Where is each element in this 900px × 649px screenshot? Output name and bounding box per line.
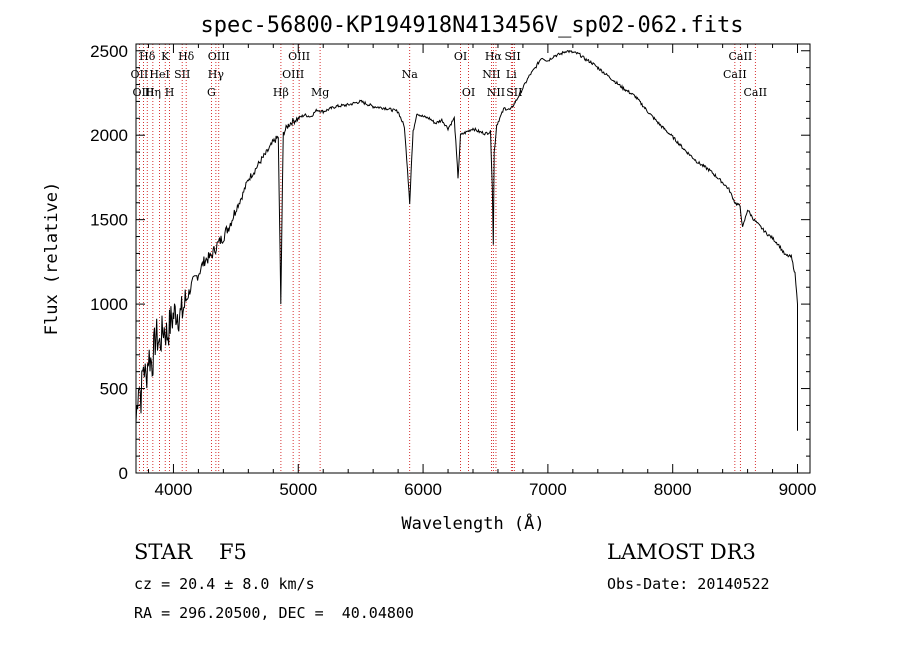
y-tick-label: 500 [100,380,128,399]
spectrum-line [135,49,798,431]
redshift-text: cz = 20.4 ± 8.0 km/s [134,575,315,593]
axes-frame [135,43,811,474]
line-label: Hδ [178,50,195,63]
x-tick-label: 7000 [529,480,567,499]
y-tick-label: 2500 [90,42,128,61]
y-tick-label: 1500 [90,211,128,230]
line-label: Hβ [273,86,289,99]
object-class-text: STAR [134,540,193,564]
obs-date-text: Obs-Date: 20140522 [607,575,770,593]
line-label: Li [506,68,517,81]
line-label: OI [454,50,467,63]
line-label: H [165,86,175,99]
subclass-text: F5 [218,540,247,564]
line-label: Hγ [208,68,225,81]
line-label: Na [402,68,419,81]
y-axis-label: Flux (relative) [42,182,62,336]
line-label: Mg [311,86,329,99]
line-label: CaII [723,68,747,81]
y-tick-label: 2000 [90,126,128,145]
line-label: K [161,50,170,63]
line-label: NII [482,68,500,81]
line-label: OIII [132,86,154,99]
line-label: OIII [208,50,230,63]
object-class: STAR F5 [134,540,247,564]
line-label: NII [487,86,505,99]
chart-title: spec-56800-KP194918N413456V_sp02-062.fit… [200,13,743,38]
survey-name: LAMOST DR3 [607,540,756,564]
x-tick-label: 4000 [155,480,193,499]
line-label: G [207,86,216,99]
line-label: SII [504,50,520,63]
line-label: Hδ [139,50,156,63]
x-tick-label: 8000 [654,480,692,499]
line-label: SII [174,68,190,81]
line-label: Hη [145,86,161,99]
x-tick-label: 6000 [404,480,442,499]
line-label: CaII [743,86,767,99]
x-tick-label: 5000 [279,480,317,499]
line-label: OI [462,86,475,99]
line-label: OIII [288,50,310,63]
y-tick-label: 1000 [90,295,128,314]
coordinates-text: RA = 296.20500, DEC = 40.04800 [134,604,414,622]
line-label: OIII [282,68,304,81]
line-label: OII [131,68,149,81]
x-axis-label: Wavelength (Å) [401,512,544,534]
line-label: SII [506,86,522,99]
line-label: HeI [149,68,169,81]
line-label: Hα [485,50,503,63]
x-tick-label: 9000 [779,480,817,499]
line-label: CaII [729,50,753,63]
y-tick-label: 0 [119,464,128,483]
